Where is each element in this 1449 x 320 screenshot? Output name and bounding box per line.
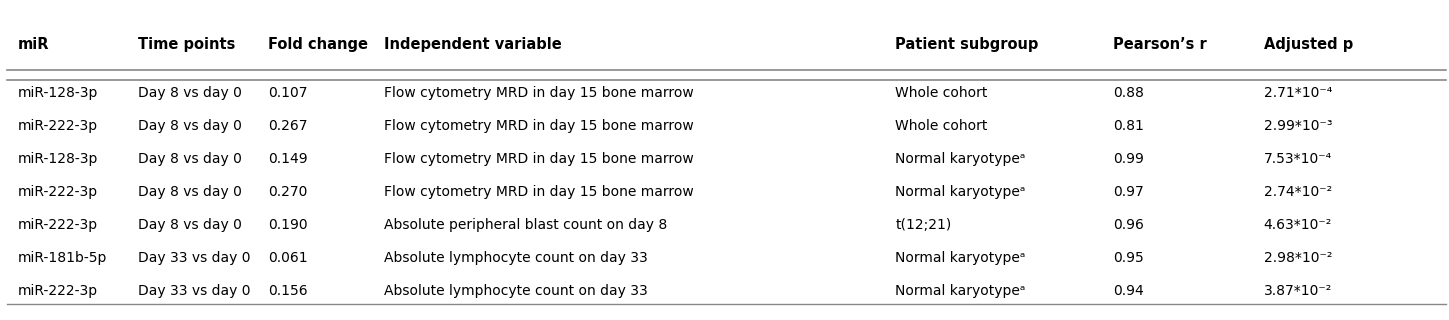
Text: 0.88: 0.88 — [1113, 86, 1143, 100]
Text: Pearson’s r: Pearson’s r — [1113, 37, 1207, 52]
Text: 2.71*10⁻⁴: 2.71*10⁻⁴ — [1264, 86, 1332, 100]
Text: 0.267: 0.267 — [268, 119, 307, 133]
Text: Day 33 vs day 0: Day 33 vs day 0 — [138, 251, 251, 265]
Text: Day 8 vs day 0: Day 8 vs day 0 — [138, 218, 242, 232]
Text: 4.63*10⁻²: 4.63*10⁻² — [1264, 218, 1332, 232]
Text: 0.061: 0.061 — [268, 251, 307, 265]
Text: Patient subgroup: Patient subgroup — [895, 37, 1039, 52]
Text: miR-181b-5p: miR-181b-5p — [17, 251, 107, 265]
Text: 0.94: 0.94 — [1113, 284, 1143, 298]
Text: Fold change: Fold change — [268, 37, 368, 52]
Text: miR-222-3p: miR-222-3p — [17, 119, 97, 133]
Text: 0.156: 0.156 — [268, 284, 307, 298]
Text: 0.107: 0.107 — [268, 86, 307, 100]
Text: Day 8 vs day 0: Day 8 vs day 0 — [138, 152, 242, 166]
Text: miR-222-3p: miR-222-3p — [17, 185, 97, 199]
Text: 0.95: 0.95 — [1113, 251, 1143, 265]
Text: Day 8 vs day 0: Day 8 vs day 0 — [138, 86, 242, 100]
Text: Flow cytometry MRD in day 15 bone marrow: Flow cytometry MRD in day 15 bone marrow — [384, 119, 694, 133]
Text: miR-128-3p: miR-128-3p — [17, 152, 97, 166]
Text: Day 8 vs day 0: Day 8 vs day 0 — [138, 119, 242, 133]
Text: Independent variable: Independent variable — [384, 37, 562, 52]
Text: t(12;21): t(12;21) — [895, 218, 952, 232]
Text: 0.270: 0.270 — [268, 185, 307, 199]
Text: Whole cohort: Whole cohort — [895, 86, 988, 100]
Text: 3.87*10⁻²: 3.87*10⁻² — [1264, 284, 1332, 298]
Text: 2.74*10⁻²: 2.74*10⁻² — [1264, 185, 1332, 199]
Text: Adjusted p: Adjusted p — [1264, 37, 1353, 52]
Text: 7.53*10⁻⁴: 7.53*10⁻⁴ — [1264, 152, 1332, 166]
Text: Normal karyotypeᵃ: Normal karyotypeᵃ — [895, 284, 1026, 298]
Text: Flow cytometry MRD in day 15 bone marrow: Flow cytometry MRD in day 15 bone marrow — [384, 152, 694, 166]
Text: Day 33 vs day 0: Day 33 vs day 0 — [138, 284, 251, 298]
Text: Flow cytometry MRD in day 15 bone marrow: Flow cytometry MRD in day 15 bone marrow — [384, 185, 694, 199]
Text: Normal karyotypeᵃ: Normal karyotypeᵃ — [895, 251, 1026, 265]
Text: 0.97: 0.97 — [1113, 185, 1143, 199]
Text: Absolute peripheral blast count on day 8: Absolute peripheral blast count on day 8 — [384, 218, 667, 232]
Text: 0.81: 0.81 — [1113, 119, 1143, 133]
Text: Time points: Time points — [138, 37, 235, 52]
Text: 0.190: 0.190 — [268, 218, 307, 232]
Text: Normal karyotypeᵃ: Normal karyotypeᵃ — [895, 185, 1026, 199]
Text: Day 8 vs day 0: Day 8 vs day 0 — [138, 185, 242, 199]
Text: Normal karyotypeᵃ: Normal karyotypeᵃ — [895, 152, 1026, 166]
Text: 2.99*10⁻³: 2.99*10⁻³ — [1264, 119, 1332, 133]
Text: Absolute lymphocyte count on day 33: Absolute lymphocyte count on day 33 — [384, 284, 648, 298]
Text: 0.96: 0.96 — [1113, 218, 1143, 232]
Text: Absolute lymphocyte count on day 33: Absolute lymphocyte count on day 33 — [384, 251, 648, 265]
Text: 2.98*10⁻²: 2.98*10⁻² — [1264, 251, 1332, 265]
Text: miR-222-3p: miR-222-3p — [17, 284, 97, 298]
Text: 0.149: 0.149 — [268, 152, 307, 166]
Text: miR-128-3p: miR-128-3p — [17, 86, 97, 100]
Text: miR-222-3p: miR-222-3p — [17, 218, 97, 232]
Text: miR: miR — [17, 37, 49, 52]
Text: Flow cytometry MRD in day 15 bone marrow: Flow cytometry MRD in day 15 bone marrow — [384, 86, 694, 100]
Text: Whole cohort: Whole cohort — [895, 119, 988, 133]
Text: 0.99: 0.99 — [1113, 152, 1143, 166]
